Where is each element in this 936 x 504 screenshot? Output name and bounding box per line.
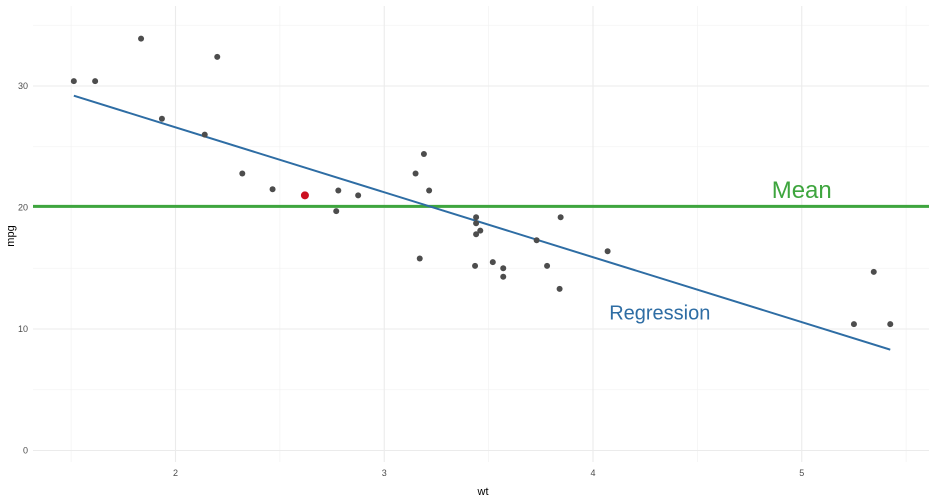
data-point — [473, 231, 480, 238]
mean-annotation: Mean — [772, 177, 832, 204]
x-tick-label: 3 — [382, 468, 387, 478]
x-tick-labels: 2 3 4 5 — [173, 468, 804, 478]
reference-lines — [33, 94, 929, 351]
data-point — [335, 187, 342, 194]
y-axis-title: mpg — [5, 225, 17, 246]
data-point — [604, 248, 611, 255]
regression-annotation: Regression — [609, 302, 710, 324]
x-tick-label: 2 — [173, 468, 178, 478]
y-tick-label: 20 — [18, 203, 28, 213]
annotations: Mean Regression — [609, 177, 832, 325]
data-point — [355, 192, 362, 199]
data-point — [557, 214, 564, 221]
data-point — [239, 170, 246, 177]
data-point — [477, 227, 484, 234]
data-point — [416, 255, 423, 262]
data-point — [556, 285, 563, 292]
highlighted-point — [300, 191, 309, 200]
data-point — [214, 53, 221, 60]
data-point — [870, 268, 877, 275]
data-point — [500, 273, 507, 280]
y-tick-label: 30 — [18, 81, 28, 91]
data-points — [70, 35, 894, 328]
data-point — [269, 186, 276, 193]
data-point — [420, 151, 427, 158]
data-point — [473, 220, 480, 227]
data-point — [92, 78, 99, 85]
data-point — [138, 35, 145, 42]
data-point — [544, 262, 551, 269]
y-tick-labels: 0 10 20 30 — [18, 81, 28, 456]
data-point — [489, 259, 496, 266]
data-point — [158, 115, 165, 122]
data-point — [533, 237, 540, 244]
data-point — [887, 321, 894, 328]
regression-line — [73, 94, 891, 351]
data-point — [201, 131, 208, 138]
data-point — [333, 208, 340, 215]
grid — [33, 6, 929, 462]
data-point — [412, 170, 419, 177]
data-point — [500, 265, 507, 272]
data-point — [70, 78, 77, 85]
data-point — [472, 262, 479, 269]
x-tick-label: 4 — [590, 468, 595, 478]
data-point — [850, 321, 857, 328]
data-point — [473, 214, 480, 221]
x-tick-label: 5 — [799, 468, 804, 478]
y-tick-label: 0 — [23, 446, 28, 456]
data-point — [426, 187, 433, 194]
y-tick-label: 10 — [18, 324, 28, 334]
x-axis-title: wt — [477, 486, 489, 498]
